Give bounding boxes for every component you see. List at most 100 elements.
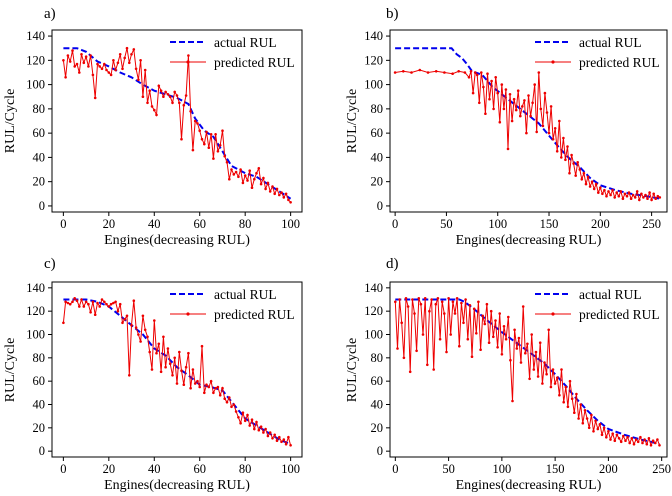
data-point: [166, 347, 170, 350]
data-point: [100, 67, 104, 71]
plot-frame: [389, 29, 668, 213]
data-point: [430, 298, 433, 301]
data-point: [622, 434, 625, 438]
data-point: [214, 386, 217, 390]
data-point: [432, 368, 436, 371]
x-tick-label: 150: [546, 462, 565, 476]
data-point: [564, 385, 568, 389]
data-point: [496, 346, 499, 349]
y-tick-label: 20: [371, 175, 384, 189]
x-tick-label: 100: [492, 462, 511, 476]
data-point: [611, 188, 614, 192]
data-point: [207, 385, 211, 389]
x-tick-label: 60: [193, 217, 206, 231]
x-tick-label: 20: [103, 217, 116, 231]
data-point: [602, 426, 606, 430]
data-point: [490, 79, 493, 83]
data-point: [196, 379, 199, 383]
data-point: [187, 54, 190, 57]
series-line-actual-rul: [63, 47, 292, 200]
data-point: [599, 186, 602, 189]
series-line-actual-rul: [63, 298, 291, 446]
data-point: [289, 201, 292, 204]
data-point: [625, 194, 629, 198]
data-point: [112, 59, 115, 62]
data-point: [287, 198, 290, 202]
x-tick-label: 0: [60, 217, 66, 231]
data-point: [230, 405, 233, 409]
data-point: [558, 119, 561, 123]
data-point: [230, 168, 233, 171]
data-point: [527, 94, 530, 97]
y-tick-label: 40: [371, 398, 384, 412]
y-tick-label: 60: [33, 374, 46, 388]
data-point: [141, 314, 145, 318]
data-point: [507, 315, 510, 319]
data-point: [470, 355, 474, 359]
data-point: [623, 192, 627, 196]
y-tick-label: 0: [39, 199, 45, 213]
data-point: [134, 67, 138, 71]
data-point: [615, 433, 619, 437]
data-point: [148, 350, 151, 354]
data-point: [259, 425, 263, 429]
series-line-actual-rul: [395, 47, 660, 200]
data-point: [150, 105, 154, 108]
y-tick-label: 80: [33, 351, 46, 365]
data-point: [626, 435, 629, 439]
chart-panel-c: c) 0 20 40 60 80 100 0 20 40 60 80 100 120 140 Engines(…: [3, 256, 303, 493]
data-point: [642, 196, 645, 199]
data-point: [98, 65, 101, 68]
data-point: [262, 176, 265, 180]
data-point: [658, 444, 661, 447]
data-point: [271, 185, 274, 188]
data-point: [162, 95, 165, 98]
data-point: [93, 313, 97, 317]
data-point: [153, 319, 156, 322]
data-point: [549, 385, 553, 389]
data-point: [71, 49, 74, 52]
data-point: [266, 434, 270, 438]
data-point: [198, 129, 201, 132]
data-point: [284, 442, 288, 446]
data-point: [641, 441, 644, 445]
data-point: [596, 427, 600, 431]
data-point: [566, 405, 570, 409]
y-tick-label: 140: [364, 281, 383, 295]
data-point: [109, 302, 113, 306]
data-point: [239, 421, 242, 425]
data-point: [248, 169, 251, 172]
data-point: [619, 440, 623, 444]
y-tick-label: 40: [33, 398, 46, 412]
data-point: [221, 129, 224, 132]
legend-marker-predicted-rul: [551, 312, 555, 316]
legend-label-predicted-rul: predicted RUL: [214, 55, 295, 70]
data-point: [492, 107, 495, 111]
data-point: [647, 437, 651, 440]
data-point: [78, 71, 81, 74]
data-point: [475, 332, 478, 335]
data-point: [613, 196, 616, 199]
data-point: [239, 168, 242, 171]
data-point: [643, 438, 646, 441]
legend-label-actual-rul: actual RUL: [579, 287, 642, 302]
data-point: [268, 190, 272, 193]
legend-marker-predicted-rul: [551, 60, 555, 64]
legend-label-predicted-rul: predicted RUL: [214, 307, 295, 322]
data-point: [529, 114, 532, 118]
data-point: [130, 53, 133, 56]
data-point: [415, 349, 418, 353]
data-point: [570, 397, 574, 401]
data-point: [463, 71, 467, 74]
chart-panel-b: b) 0 50 100 150 200 250 0 20 40 60 80 100 120 140 Engin…: [345, 6, 668, 248]
data-point: [212, 391, 215, 395]
data-point: [116, 309, 120, 313]
x-tick-label: 50: [440, 217, 453, 231]
data-point: [93, 96, 97, 100]
data-point: [615, 191, 618, 194]
data-point: [594, 182, 598, 186]
y-tick-label: 120: [364, 304, 383, 318]
data-point: [656, 438, 659, 441]
data-point: [175, 94, 179, 97]
data-point: [87, 65, 90, 68]
